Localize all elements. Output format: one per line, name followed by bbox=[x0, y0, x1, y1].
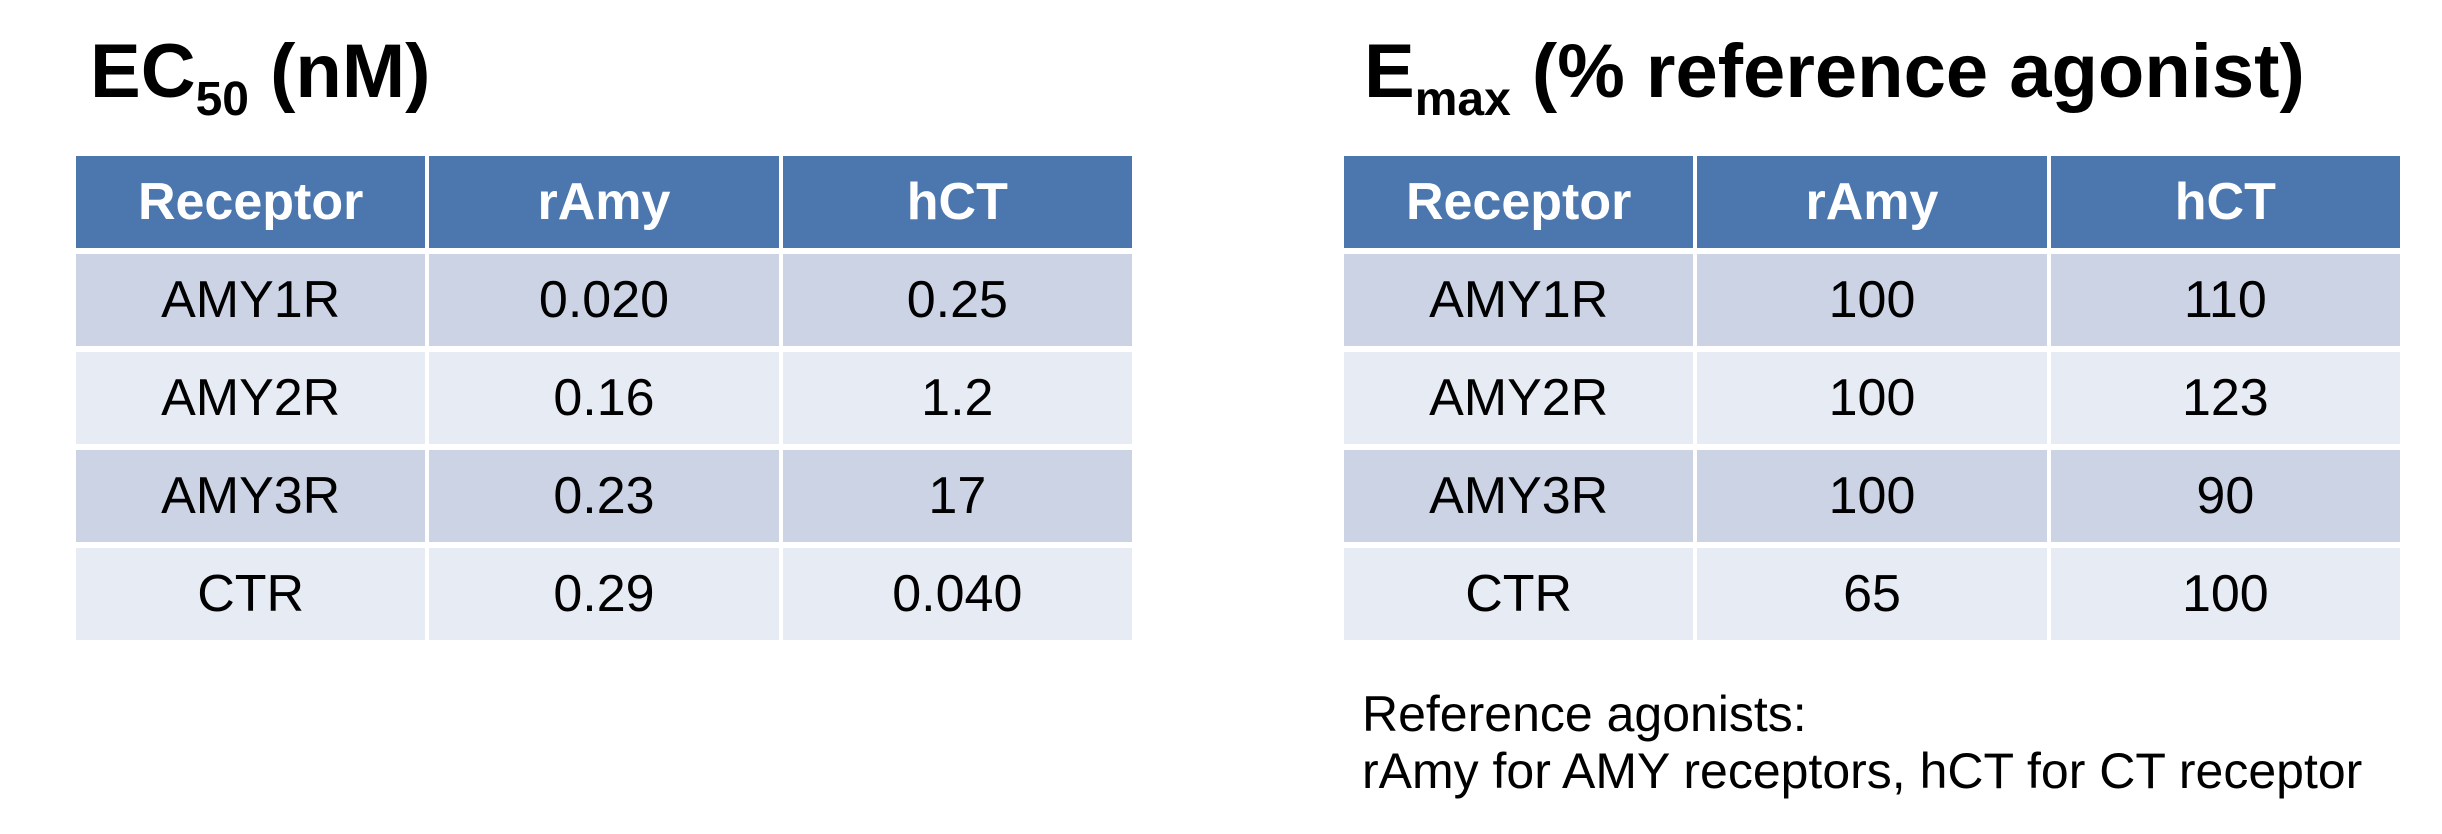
cell-receptor: AMY2R bbox=[1344, 352, 1694, 444]
ec50-panel: EC50 (nM) Receptor rAmy hCT AMY1R 0.020 … bbox=[72, 0, 1136, 834]
table-row: AMY2R 100 123 bbox=[1344, 352, 2400, 444]
cell-hct: 123 bbox=[2050, 352, 2400, 444]
ec50-title-suffix: (nM) bbox=[248, 29, 431, 114]
cell-receptor: AMY3R bbox=[76, 450, 426, 542]
emax-panel: Emax (% reference agonist) Receptor rAmy… bbox=[1340, 0, 2404, 834]
emax-col-header-ramy: rAmy bbox=[1697, 156, 2047, 248]
cell-ramy: 65 bbox=[1697, 548, 2047, 640]
cell-receptor: CTR bbox=[1344, 548, 1694, 640]
cell-receptor: CTR bbox=[76, 548, 426, 640]
cell-hct: 90 bbox=[2050, 450, 2400, 542]
ec50-title-subscript: 50 bbox=[195, 73, 249, 126]
table-row: AMY2R 0.16 1.2 bbox=[76, 352, 1132, 444]
emax-table: Receptor rAmy hCT AMY1R 100 110 AMY2R 10… bbox=[1340, 150, 2404, 646]
cell-ramy: 0.020 bbox=[429, 254, 779, 346]
table-row: CTR 0.29 0.040 bbox=[76, 548, 1132, 640]
cell-ramy: 100 bbox=[1697, 450, 2047, 542]
cell-ramy: 100 bbox=[1697, 254, 2047, 346]
emax-title-prefix: E bbox=[1364, 29, 1415, 114]
footnote-line-1: Reference agonists: bbox=[1362, 686, 1807, 742]
table-row: AMY3R 0.23 17 bbox=[76, 450, 1132, 542]
table-row: AMY1R 0.020 0.25 bbox=[76, 254, 1132, 346]
footnote-line-2: rAmy for AMY receptors, hCT for CT recep… bbox=[1362, 743, 2363, 799]
cell-hct: 0.25 bbox=[782, 254, 1132, 346]
cell-receptor: AMY1R bbox=[1344, 254, 1694, 346]
table-row: AMY1R 100 110 bbox=[1344, 254, 2400, 346]
cell-ramy: 0.29 bbox=[429, 548, 779, 640]
cell-hct: 1.2 bbox=[782, 352, 1132, 444]
cell-ramy: 0.23 bbox=[429, 450, 779, 542]
ec50-title: EC50 (nM) bbox=[90, 28, 431, 126]
cell-ramy: 100 bbox=[1697, 352, 2047, 444]
ec50-table: Receptor rAmy hCT AMY1R 0.020 0.25 AMY2R… bbox=[72, 150, 1136, 646]
cell-hct: 100 bbox=[2050, 548, 2400, 640]
cell-hct: 0.040 bbox=[782, 548, 1132, 640]
table-row: AMY3R 100 90 bbox=[1344, 450, 2400, 542]
table-row: CTR 65 100 bbox=[1344, 548, 2400, 640]
ec50-header-row: Receptor rAmy hCT bbox=[76, 156, 1132, 248]
cell-hct: 17 bbox=[782, 450, 1132, 542]
reference-agonists-footnote: Reference agonists: rAmy for AMY recepto… bbox=[1362, 686, 2362, 800]
emax-title-subscript: max bbox=[1414, 73, 1511, 126]
ec50-col-header-ramy: rAmy bbox=[429, 156, 779, 248]
emax-title: Emax (% reference agonist) bbox=[1364, 28, 2305, 126]
ec50-col-header-receptor: Receptor bbox=[76, 156, 426, 248]
cell-hct: 110 bbox=[2050, 254, 2400, 346]
emax-col-header-hct: hCT bbox=[2050, 156, 2400, 248]
cell-receptor: AMY1R bbox=[76, 254, 426, 346]
emax-header-row: Receptor rAmy hCT bbox=[1344, 156, 2400, 248]
emax-title-suffix: (% reference agonist) bbox=[1510, 29, 2305, 114]
ec50-col-header-hct: hCT bbox=[782, 156, 1132, 248]
ec50-title-prefix: EC bbox=[90, 29, 196, 114]
cell-receptor: AMY3R bbox=[1344, 450, 1694, 542]
emax-col-header-receptor: Receptor bbox=[1344, 156, 1694, 248]
cell-receptor: AMY2R bbox=[76, 352, 426, 444]
cell-ramy: 0.16 bbox=[429, 352, 779, 444]
